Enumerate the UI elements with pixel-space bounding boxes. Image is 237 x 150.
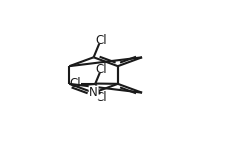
Text: Cl: Cl [95,34,107,46]
Text: Cl: Cl [96,63,107,76]
Text: N: N [89,86,98,99]
Text: Cl: Cl [96,91,107,104]
Text: Cl: Cl [69,77,81,90]
